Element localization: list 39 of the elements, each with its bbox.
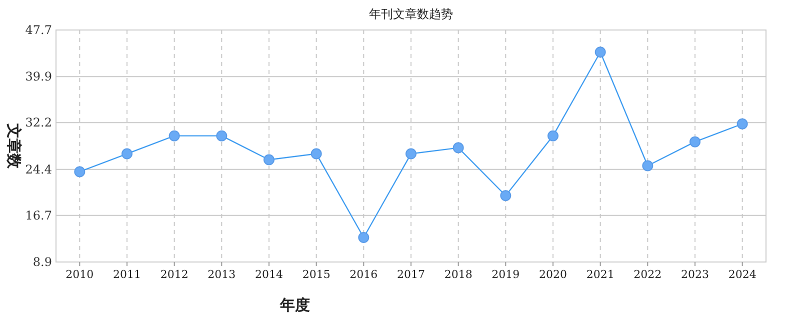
- point: [642, 160, 654, 172]
- x-tick-label: 2014: [255, 268, 283, 281]
- y-tick-label: 16.7: [25, 208, 52, 222]
- x-tick-label: 2010: [66, 268, 94, 281]
- y-tick-label: 32.2: [25, 116, 52, 130]
- point: [264, 154, 274, 166]
- point: [548, 130, 558, 142]
- point: [168, 130, 180, 142]
- x-tick-label: 2019: [492, 268, 520, 281]
- x-tick-label: 2012: [160, 268, 188, 281]
- x-axis-title: 年度: [279, 296, 310, 314]
- x-tick-label: 2016: [350, 268, 378, 281]
- x-tick-label: 2024: [728, 268, 756, 281]
- x-tick-label: 2018: [444, 268, 472, 281]
- x-tick-label: 2013: [208, 268, 236, 281]
- y-tick-label: 39.9: [25, 70, 52, 84]
- point: [358, 232, 370, 243]
- x-tick-label: 2015: [302, 268, 330, 281]
- y-tick-label: 47.7: [25, 23, 52, 37]
- x-tick-label: 2020: [539, 268, 567, 281]
- point: [594, 46, 606, 58]
- point: [74, 166, 86, 178]
- y-tick-label: 8.9: [32, 255, 52, 269]
- point: [216, 130, 228, 142]
- point: [736, 118, 748, 130]
- point: [310, 148, 322, 160]
- point: [452, 142, 464, 154]
- chart-title: 年刊文章数趋势: [369, 7, 453, 21]
- x-tick-label: 2022: [634, 268, 662, 281]
- y-tick-label: 24.4: [25, 162, 52, 176]
- point: [500, 190, 512, 202]
- point: [122, 148, 132, 160]
- x-tick-label: 2023: [681, 268, 709, 281]
- x-tick-label: 2017: [397, 268, 425, 281]
- x-tick-label: 2021: [586, 268, 614, 281]
- point: [406, 148, 416, 160]
- x-tick-label: 2011: [113, 268, 141, 281]
- y-axis-title: 文章数: [5, 122, 23, 170]
- point: [690, 136, 700, 148]
